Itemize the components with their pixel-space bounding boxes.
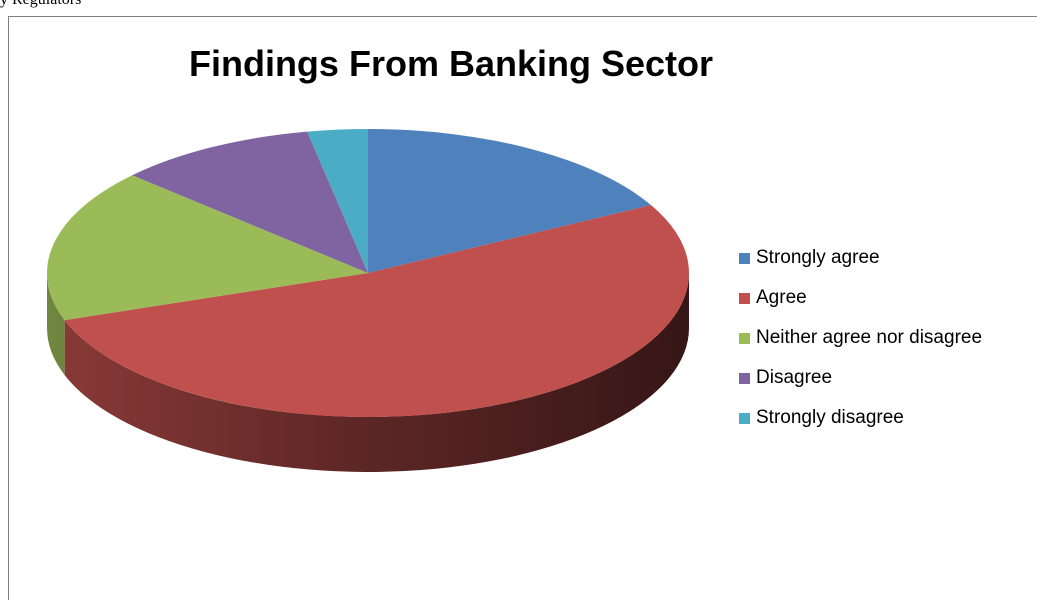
legend-swatch: [739, 333, 750, 344]
pie-chart: [47, 129, 690, 473]
pie-side-agree: [64, 273, 690, 473]
legend-swatch: [739, 373, 750, 384]
pie-slice-disagree: [132, 131, 368, 273]
legend-label: Agree: [756, 287, 807, 308]
legend-swatch: [739, 253, 750, 264]
pie-slice-agree: [64, 204, 690, 417]
legend-swatch: [739, 293, 750, 304]
legend-label: Disagree: [756, 367, 833, 388]
pie-side-neither-agree-nor-disagree: [47, 273, 65, 376]
pie-slice-neither-agree-nor-disagree: [47, 175, 368, 321]
page-text-fragment: y Regulators: [0, 0, 81, 9]
pie-slice-strongly-disagree: [307, 129, 368, 273]
legend-swatch: [739, 413, 750, 424]
chart-area: Findings From Banking Sector Strongly ag…: [8, 16, 1037, 600]
legend-label: Strongly disagree: [756, 407, 904, 428]
chart-title: Findings From Banking Sector: [188, 43, 714, 84]
legend-label: Neither agree nor disagree: [756, 327, 983, 348]
legend-label: Strongly agree: [756, 247, 880, 268]
pie-slice-strongly-agree: [368, 129, 651, 273]
